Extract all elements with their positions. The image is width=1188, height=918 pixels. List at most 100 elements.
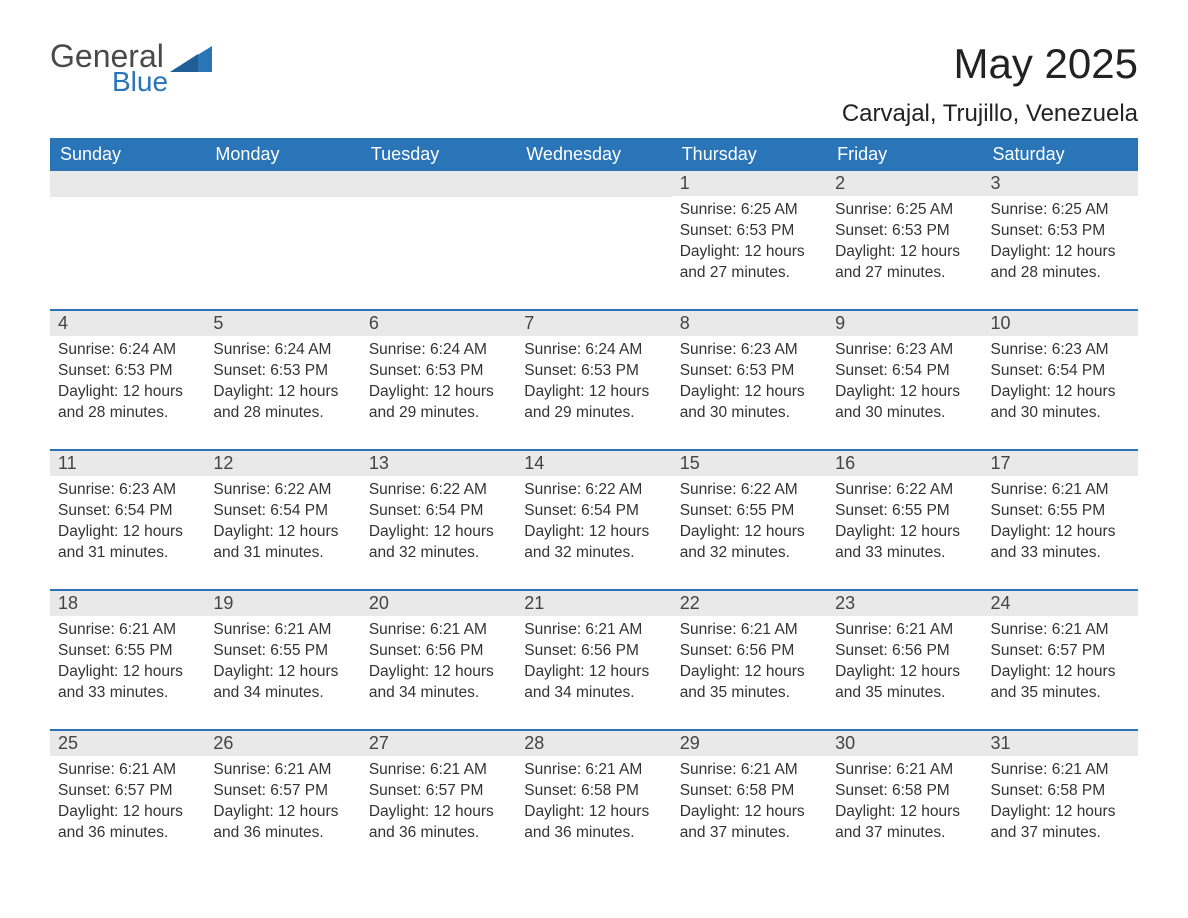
day-details: Sunrise: 6:21 AMSunset: 6:56 PMDaylight:… <box>672 616 827 708</box>
daylight-line: Daylight: 12 hours and 28 minutes. <box>213 382 352 424</box>
weekday-header: Thursday <box>672 138 827 171</box>
day-number: 30 <box>827 731 982 756</box>
day-number: 6 <box>361 311 516 336</box>
sunset-line: Sunset: 6:57 PM <box>213 781 352 802</box>
sunrise-line: Sunrise: 6:21 AM <box>835 760 974 781</box>
day-number-empty <box>50 171 205 197</box>
sunset-line: Sunset: 6:53 PM <box>680 361 819 382</box>
day-details: Sunrise: 6:25 AMSunset: 6:53 PMDaylight:… <box>827 196 982 288</box>
day-cell <box>516 171 671 291</box>
day-cell: 25Sunrise: 6:21 AMSunset: 6:57 PMDayligh… <box>50 731 205 851</box>
header: General Blue May 2025 Carvajal, Trujillo… <box>50 40 1138 128</box>
day-number: 12 <box>205 451 360 476</box>
daylight-line: Daylight: 12 hours and 31 minutes. <box>213 522 352 564</box>
day-number: 3 <box>983 171 1138 196</box>
sunrise-line: Sunrise: 6:22 AM <box>835 480 974 501</box>
day-details: Sunrise: 6:24 AMSunset: 6:53 PMDaylight:… <box>516 336 671 428</box>
daylight-line: Daylight: 12 hours and 36 minutes. <box>524 802 663 844</box>
weekday-header: Monday <box>205 138 360 171</box>
sunrise-line: Sunrise: 6:21 AM <box>524 620 663 641</box>
sunrise-line: Sunrise: 6:21 AM <box>680 760 819 781</box>
day-number: 5 <box>205 311 360 336</box>
sunset-line: Sunset: 6:53 PM <box>58 361 197 382</box>
logo-text: General Blue <box>50 40 168 96</box>
sunrise-line: Sunrise: 6:24 AM <box>369 340 508 361</box>
day-cell: 14Sunrise: 6:22 AMSunset: 6:54 PMDayligh… <box>516 451 671 571</box>
day-number: 13 <box>361 451 516 476</box>
day-details: Sunrise: 6:22 AMSunset: 6:55 PMDaylight:… <box>672 476 827 568</box>
day-number: 17 <box>983 451 1138 476</box>
sunrise-line: Sunrise: 6:22 AM <box>680 480 819 501</box>
day-details: Sunrise: 6:21 AMSunset: 6:55 PMDaylight:… <box>983 476 1138 568</box>
sunrise-line: Sunrise: 6:25 AM <box>991 200 1130 221</box>
day-number: 22 <box>672 591 827 616</box>
day-details: Sunrise: 6:21 AMSunset: 6:55 PMDaylight:… <box>50 616 205 708</box>
daylight-line: Daylight: 12 hours and 33 minutes. <box>58 662 197 704</box>
day-number: 15 <box>672 451 827 476</box>
sunrise-line: Sunrise: 6:21 AM <box>213 760 352 781</box>
day-details: Sunrise: 6:24 AMSunset: 6:53 PMDaylight:… <box>205 336 360 428</box>
sunrise-line: Sunrise: 6:21 AM <box>991 480 1130 501</box>
day-cell: 1Sunrise: 6:25 AMSunset: 6:53 PMDaylight… <box>672 171 827 291</box>
week-row: 25Sunrise: 6:21 AMSunset: 6:57 PMDayligh… <box>50 729 1138 851</box>
day-details: Sunrise: 6:25 AMSunset: 6:53 PMDaylight:… <box>983 196 1138 288</box>
sunrise-line: Sunrise: 6:22 AM <box>524 480 663 501</box>
day-number: 18 <box>50 591 205 616</box>
day-cell: 18Sunrise: 6:21 AMSunset: 6:55 PMDayligh… <box>50 591 205 711</box>
day-details: Sunrise: 6:21 AMSunset: 6:58 PMDaylight:… <box>983 756 1138 848</box>
day-details: Sunrise: 6:21 AMSunset: 6:56 PMDaylight:… <box>516 616 671 708</box>
sunset-line: Sunset: 6:53 PM <box>835 221 974 242</box>
daylight-line: Daylight: 12 hours and 37 minutes. <box>835 802 974 844</box>
day-details: Sunrise: 6:23 AMSunset: 6:54 PMDaylight:… <box>983 336 1138 428</box>
day-cell: 3Sunrise: 6:25 AMSunset: 6:53 PMDaylight… <box>983 171 1138 291</box>
sunrise-line: Sunrise: 6:25 AM <box>680 200 819 221</box>
sunrise-line: Sunrise: 6:21 AM <box>991 620 1130 641</box>
sunset-line: Sunset: 6:55 PM <box>991 501 1130 522</box>
day-cell: 27Sunrise: 6:21 AMSunset: 6:57 PMDayligh… <box>361 731 516 851</box>
weekday-header-row: SundayMondayTuesdayWednesdayThursdayFrid… <box>50 138 1138 171</box>
daylight-line: Daylight: 12 hours and 30 minutes. <box>835 382 974 424</box>
day-number: 7 <box>516 311 671 336</box>
day-details: Sunrise: 6:21 AMSunset: 6:55 PMDaylight:… <box>205 616 360 708</box>
daylight-line: Daylight: 12 hours and 28 minutes. <box>58 382 197 424</box>
weekday-header: Tuesday <box>361 138 516 171</box>
day-number: 10 <box>983 311 1138 336</box>
day-details: Sunrise: 6:21 AMSunset: 6:57 PMDaylight:… <box>983 616 1138 708</box>
day-cell: 24Sunrise: 6:21 AMSunset: 6:57 PMDayligh… <box>983 591 1138 711</box>
day-cell: 7Sunrise: 6:24 AMSunset: 6:53 PMDaylight… <box>516 311 671 431</box>
logo-triangle-icon <box>170 46 212 77</box>
day-cell: 8Sunrise: 6:23 AMSunset: 6:53 PMDaylight… <box>672 311 827 431</box>
calendar-page: General Blue May 2025 Carvajal, Trujillo… <box>0 0 1188 891</box>
day-number-empty <box>361 171 516 197</box>
sunrise-line: Sunrise: 6:21 AM <box>991 760 1130 781</box>
month-title: May 2025 <box>842 40 1138 88</box>
sunset-line: Sunset: 6:54 PM <box>835 361 974 382</box>
sunset-line: Sunset: 6:58 PM <box>835 781 974 802</box>
day-number: 28 <box>516 731 671 756</box>
sunrise-line: Sunrise: 6:21 AM <box>680 620 819 641</box>
day-details: Sunrise: 6:21 AMSunset: 6:56 PMDaylight:… <box>827 616 982 708</box>
day-cell: 16Sunrise: 6:22 AMSunset: 6:55 PMDayligh… <box>827 451 982 571</box>
title-block: May 2025 Carvajal, Trujillo, Venezuela <box>842 40 1138 128</box>
day-number: 27 <box>361 731 516 756</box>
sunrise-line: Sunrise: 6:24 AM <box>58 340 197 361</box>
day-cell: 22Sunrise: 6:21 AMSunset: 6:56 PMDayligh… <box>672 591 827 711</box>
daylight-line: Daylight: 12 hours and 34 minutes. <box>369 662 508 704</box>
day-cell: 26Sunrise: 6:21 AMSunset: 6:57 PMDayligh… <box>205 731 360 851</box>
daylight-line: Daylight: 12 hours and 29 minutes. <box>524 382 663 424</box>
daylight-line: Daylight: 12 hours and 32 minutes. <box>524 522 663 564</box>
sunset-line: Sunset: 6:57 PM <box>991 641 1130 662</box>
week-row: 18Sunrise: 6:21 AMSunset: 6:55 PMDayligh… <box>50 589 1138 711</box>
sunrise-line: Sunrise: 6:23 AM <box>835 340 974 361</box>
daylight-line: Daylight: 12 hours and 30 minutes. <box>680 382 819 424</box>
daylight-line: Daylight: 12 hours and 32 minutes. <box>369 522 508 564</box>
weekday-header: Friday <box>827 138 982 171</box>
sunset-line: Sunset: 6:55 PM <box>58 641 197 662</box>
daylight-line: Daylight: 12 hours and 32 minutes. <box>680 522 819 564</box>
sunset-line: Sunset: 6:57 PM <box>58 781 197 802</box>
sunrise-line: Sunrise: 6:21 AM <box>213 620 352 641</box>
sunrise-line: Sunrise: 6:22 AM <box>213 480 352 501</box>
sunrise-line: Sunrise: 6:21 AM <box>58 620 197 641</box>
day-cell: 29Sunrise: 6:21 AMSunset: 6:58 PMDayligh… <box>672 731 827 851</box>
week-row: 4Sunrise: 6:24 AMSunset: 6:53 PMDaylight… <box>50 309 1138 431</box>
